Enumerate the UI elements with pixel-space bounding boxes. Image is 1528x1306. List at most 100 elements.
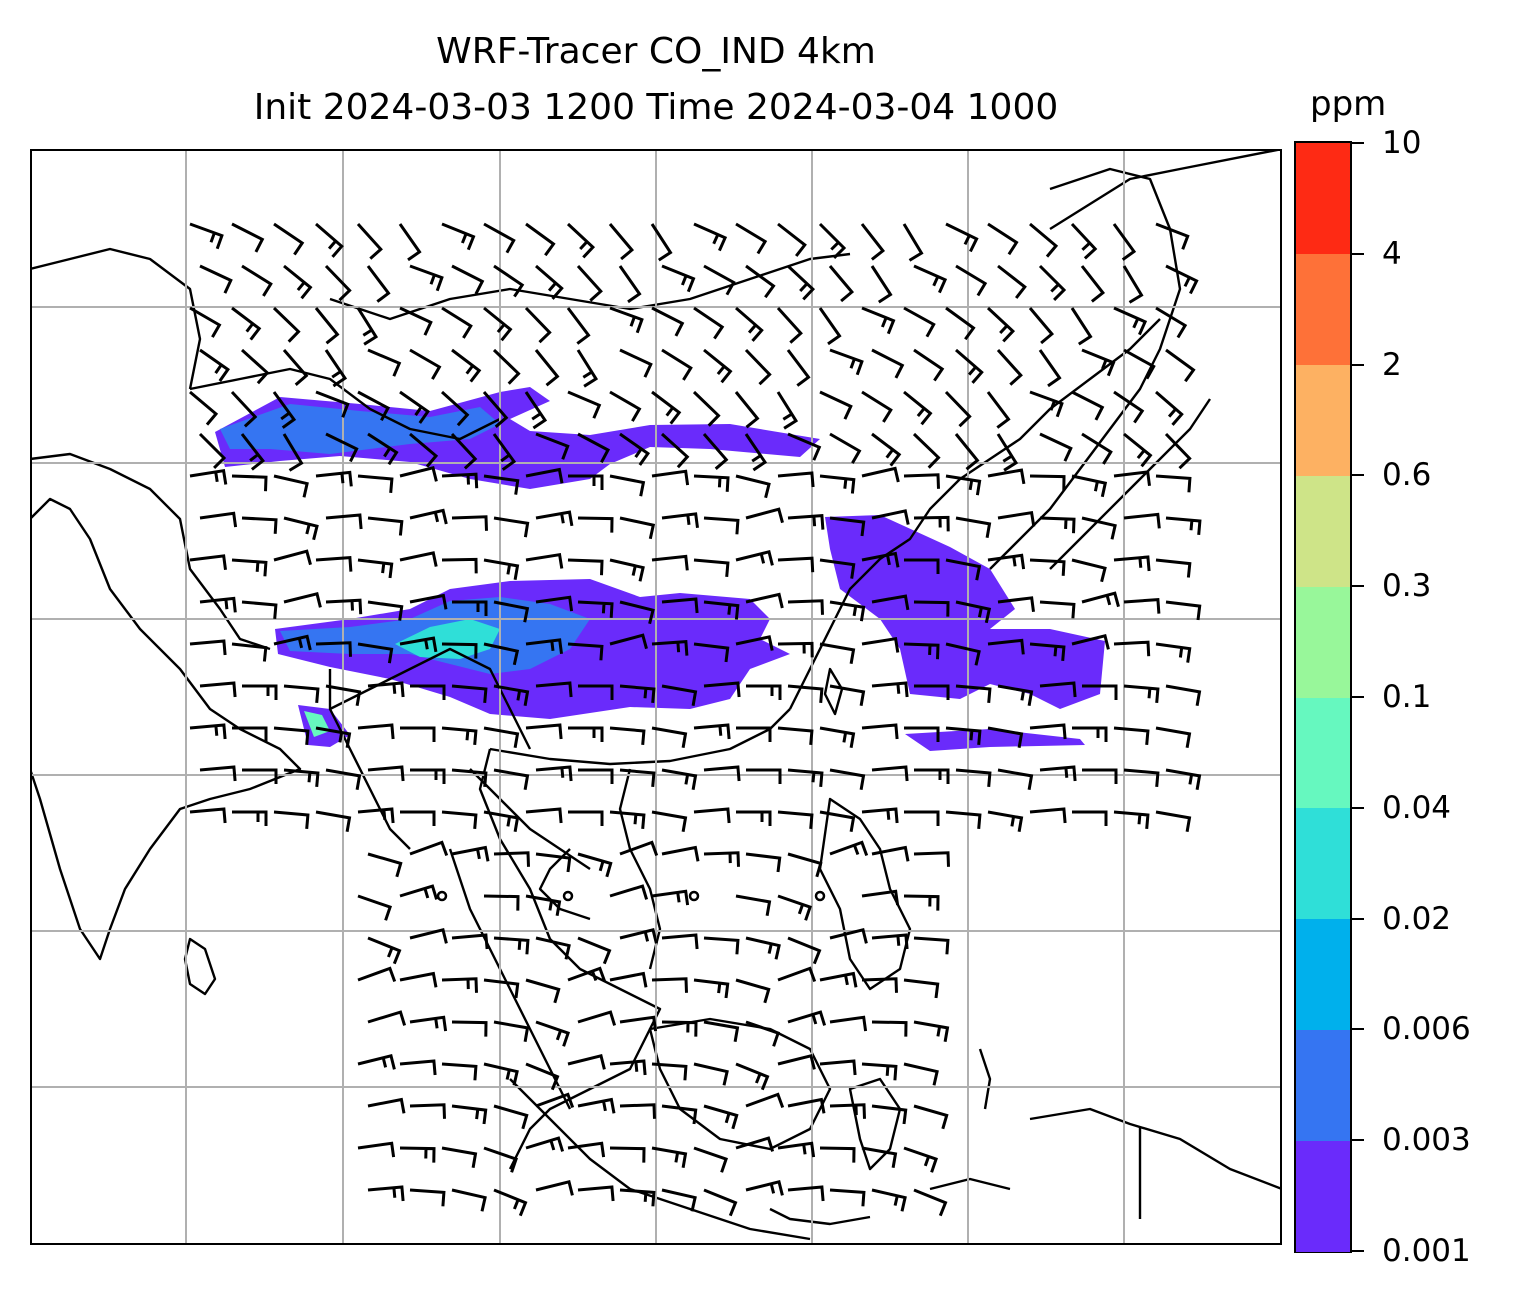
wind-barb <box>400 810 436 826</box>
wind-barb <box>1155 558 1192 578</box>
wind-barb <box>955 264 988 297</box>
wind-barb <box>619 516 656 540</box>
wind-barb <box>693 642 730 663</box>
wind-barb <box>1165 684 1202 706</box>
wind-barb <box>913 348 945 382</box>
wind-barb <box>577 1185 615 1202</box>
wind-barb <box>735 222 768 255</box>
wind-barb <box>230 390 258 428</box>
wind-barb <box>273 474 309 498</box>
wind-barb <box>1071 633 1110 650</box>
wind-barb <box>703 516 740 535</box>
colorbar-segment <box>1296 586 1350 698</box>
wind-barb <box>777 641 814 658</box>
wind-barb <box>609 558 645 582</box>
colorbar-tick <box>1352 363 1364 366</box>
wind-barb <box>1039 432 1073 462</box>
wind-barb <box>357 474 394 494</box>
wind-barb <box>609 390 642 422</box>
wind-barb <box>955 348 984 384</box>
wind-barb <box>819 558 856 579</box>
wind-barb <box>441 557 478 574</box>
map-border <box>30 149 1282 1245</box>
wind-barb <box>819 474 856 494</box>
wind-barb <box>913 264 948 294</box>
wind-barb <box>619 1103 656 1119</box>
wind-barb <box>357 390 391 422</box>
wind-barb <box>609 1146 646 1163</box>
wind-barb <box>409 264 444 292</box>
wind-barb <box>829 840 869 857</box>
wind-barb <box>1155 810 1192 832</box>
wind-barb <box>945 726 982 746</box>
colorbar-tick <box>1352 806 1364 809</box>
colorbar-tick <box>1352 474 1364 477</box>
wind-barb <box>324 264 352 302</box>
wind-barb <box>912 432 941 469</box>
wind-barb <box>493 684 530 706</box>
wind-barb <box>189 390 219 426</box>
wind-barb <box>357 723 395 740</box>
wind-barb <box>577 936 612 965</box>
wind-barb <box>777 966 817 983</box>
colorbar-tick <box>1352 1139 1364 1142</box>
wind-barb <box>273 810 310 830</box>
wind-barb <box>904 558 940 574</box>
wind-barb <box>441 1062 478 1081</box>
wind-barb <box>651 889 690 906</box>
wind-barb <box>1039 600 1076 619</box>
wind-barb <box>367 600 404 621</box>
wind-barb <box>703 264 736 296</box>
wind-barb <box>861 1062 898 1081</box>
wind-barb <box>483 726 520 748</box>
wind-barb <box>745 1179 784 1196</box>
wind-barb <box>1113 390 1145 424</box>
wind-barb <box>619 927 658 944</box>
tracer-field-layer <box>215 387 1105 751</box>
wind-barb <box>357 642 394 664</box>
wind-barb <box>525 1062 560 1091</box>
wind-barb <box>1029 390 1064 418</box>
colorbar-segment <box>1296 1140 1350 1252</box>
wind-barb <box>619 1188 656 1207</box>
colorbar-label: 10 <box>1382 125 1422 161</box>
wind-barb <box>735 1136 775 1152</box>
wind-barb <box>535 264 564 300</box>
wind-barb <box>987 726 1024 748</box>
wind-barb <box>735 474 771 499</box>
wind-barb <box>1071 558 1107 583</box>
wind-barb <box>1123 768 1160 788</box>
wind-barb <box>661 933 699 950</box>
wind-barb <box>189 468 228 485</box>
wind-barb <box>777 726 814 746</box>
wind-barb <box>189 222 224 250</box>
wind-barb <box>324 349 348 388</box>
wind-barb <box>410 684 446 700</box>
wind-barb <box>399 551 438 567</box>
wind-barb <box>441 472 479 489</box>
wind-barb <box>609 884 649 900</box>
wind-barb <box>904 810 940 826</box>
wind-barb <box>399 971 438 988</box>
wind-barb <box>913 1020 950 1042</box>
coastline-lesser-islands <box>769 1207 871 1226</box>
wind-barb <box>441 810 478 830</box>
wind-barb <box>819 726 856 748</box>
colorbar <box>1294 141 1352 1253</box>
wind-barb <box>609 726 646 746</box>
wind-barb <box>787 513 825 530</box>
wind-barb <box>819 810 856 832</box>
wind-barb <box>315 222 344 258</box>
wind-barb <box>735 1062 770 1091</box>
wind-barb <box>651 390 682 425</box>
wind-barb <box>493 936 530 955</box>
wind-barb <box>1081 516 1117 540</box>
wind-barb <box>819 971 858 988</box>
wind-barb <box>661 1188 697 1212</box>
wind-barb <box>441 1146 478 1168</box>
wind-barb <box>703 851 740 867</box>
colorbar-label: 0.6 <box>1382 457 1432 494</box>
wind-barb <box>945 810 982 830</box>
wind-barb <box>1072 726 1108 742</box>
wind-barb <box>325 598 363 615</box>
